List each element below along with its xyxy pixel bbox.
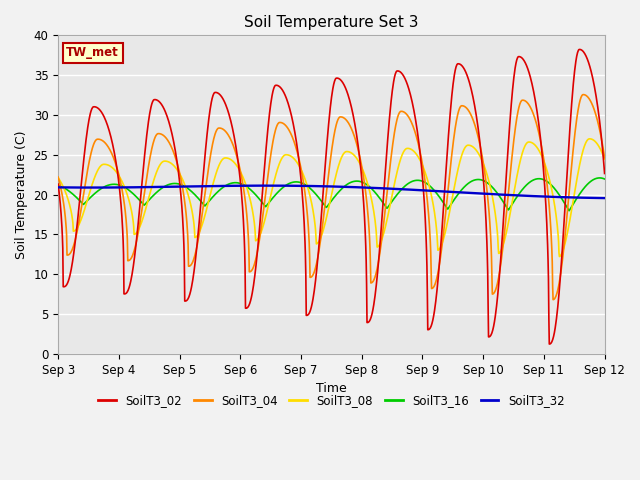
SoilT3_08 [90,179,97,184]
Line: SoilT3_16: SoilT3_16 [58,178,605,211]
SoilT3_32 [563,194,570,200]
SoilT3_32 [465,190,473,196]
SoilT3_16 [54,183,62,189]
SoilT3_32 [263,183,271,189]
Line: SoilT3_32: SoilT3_32 [58,186,605,198]
SoilT3_32 [437,189,445,194]
SoilT3_04 [549,297,557,302]
SoilT3_16 [563,203,570,209]
SoilT3_16 [90,192,97,198]
SoilT3_32 [90,185,97,191]
SoilT3_08 [586,136,594,142]
SoilT3_16 [436,195,444,201]
SoilT3_16 [465,180,472,186]
SoilT3_04 [366,245,374,251]
SoilT3_04 [580,92,588,97]
SoilT3_02 [54,181,62,187]
SoilT3_02 [563,178,570,184]
SoilT3_16 [565,208,573,214]
SoilT3_02 [465,77,472,83]
SoilT3_08 [563,234,570,240]
Legend: SoilT3_02, SoilT3_04, SoilT3_08, SoilT3_16, SoilT3_32: SoilT3_02, SoilT3_04, SoilT3_08, SoilT3_… [93,389,569,411]
Line: SoilT3_08: SoilT3_08 [58,139,605,257]
SoilT3_04 [90,143,97,148]
SoilT3_32 [54,184,62,190]
SoilT3_08 [465,143,472,148]
SoilT3_16 [596,175,604,181]
SoilT3_32 [367,185,374,191]
SoilT3_02 [91,104,99,109]
Title: Soil Temperature Set 3: Soil Temperature Set 3 [244,15,419,30]
SoilT3_04 [563,217,570,223]
SoilT3_02 [576,47,584,52]
SoilT3_02 [90,104,97,110]
SoilT3_08 [54,175,62,180]
SoilT3_04 [91,140,99,145]
X-axis label: Time: Time [316,382,347,395]
SoilT3_32 [601,195,609,201]
SoilT3_04 [436,255,444,261]
SoilT3_08 [91,175,99,181]
SoilT3_02 [436,248,444,253]
SoilT3_16 [601,176,609,182]
SoilT3_08 [436,244,444,250]
SoilT3_16 [91,191,99,197]
SoilT3_08 [601,156,609,162]
SoilT3_32 [91,185,99,191]
SoilT3_04 [54,174,62,180]
SoilT3_02 [601,170,609,176]
Line: SoilT3_02: SoilT3_02 [58,49,605,344]
SoilT3_04 [465,108,472,114]
SoilT3_02 [545,341,553,347]
SoilT3_02 [366,317,374,323]
Text: TW_met: TW_met [67,47,119,60]
SoilT3_16 [366,184,374,190]
SoilT3_08 [366,190,374,195]
Y-axis label: Soil Temperature (C): Soil Temperature (C) [15,130,28,259]
SoilT3_08 [556,254,563,260]
SoilT3_04 [601,155,609,161]
Line: SoilT3_04: SoilT3_04 [58,95,605,300]
